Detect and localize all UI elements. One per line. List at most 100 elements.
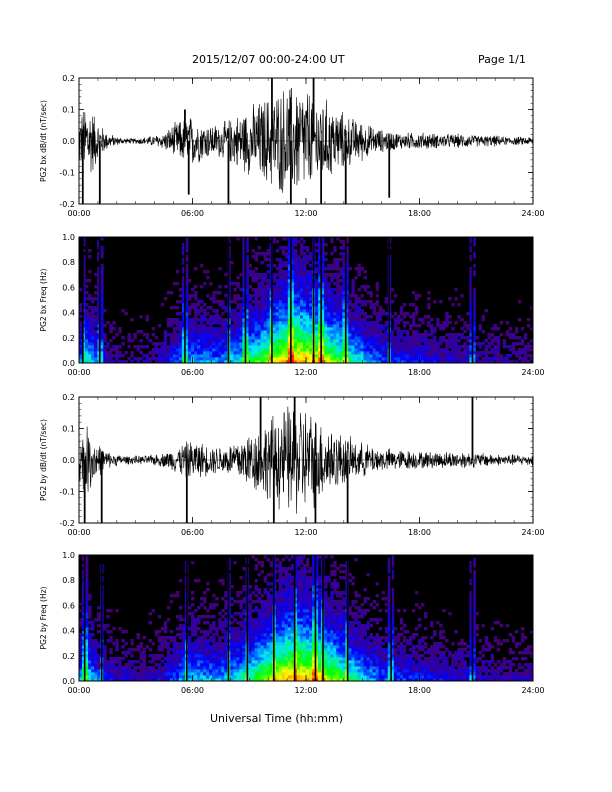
heatmap-cell [233, 642, 237, 646]
heatmap-cell [502, 357, 507, 361]
heatmap-cell [163, 657, 168, 661]
heatmap-cell [284, 324, 289, 328]
heatmap-cell [318, 237, 322, 241]
heatmap-cell [124, 678, 128, 682]
heatmap-cell [257, 624, 261, 628]
heatmap-cell [169, 672, 174, 676]
heatmap-cell [336, 321, 340, 325]
heatmap-cell [236, 591, 240, 595]
heatmap-cell [181, 309, 186, 313]
heatmap-cell [330, 252, 334, 256]
heatmap-cell [260, 321, 265, 325]
heatmap-cell [215, 663, 219, 667]
heatmap-cell [309, 285, 313, 289]
heatmap-cell [224, 672, 228, 676]
heatmap-cell [100, 321, 104, 325]
x-tick-label: 00:00 [67, 209, 90, 218]
heatmap-cell [203, 357, 207, 361]
heatmap-cell [184, 327, 189, 331]
heatmap-cell [481, 351, 485, 355]
heatmap-cell [242, 327, 246, 331]
heatmap-cell [242, 627, 246, 631]
heatmap-cell [284, 288, 289, 292]
heatmap-cell [239, 333, 243, 337]
heatmap-cell [330, 327, 334, 331]
heatmap-cell [160, 360, 165, 364]
heatmap-cell [242, 330, 246, 334]
heatmap-cell [284, 621, 289, 625]
heatmap-cell [91, 660, 95, 664]
heatmap-cell [321, 264, 325, 268]
heatmap-cell [414, 348, 419, 352]
heatmap-cell [366, 360, 370, 364]
heatmap-cell [281, 285, 286, 289]
heatmap-cell [91, 321, 95, 325]
heatmap-cell [82, 303, 86, 307]
heatmap-cell [169, 333, 174, 337]
heatmap-cell [175, 663, 180, 667]
panel-3: -0.2-0.10.00.10.200:00 06:00 12:00 18:00 24:… [39, 393, 545, 537]
heatmap-cell [275, 354, 280, 358]
heatmap-cell [109, 609, 113, 613]
heatmap-cell [430, 324, 434, 328]
heatmap-cell [302, 309, 307, 313]
heatmap-cell [160, 636, 165, 640]
heatmap-cell [348, 360, 352, 364]
heatmap-cell [333, 297, 337, 301]
heatmap-cell [197, 606, 201, 610]
heatmap-cell [236, 285, 240, 289]
heatmap-cell [327, 348, 331, 352]
heatmap-cell [457, 333, 461, 337]
heatmap-cell [248, 678, 252, 682]
heatmap-cell [321, 243, 325, 247]
heatmap-cell [166, 666, 171, 670]
heatmap-cell [284, 318, 289, 322]
heatmap-cell [275, 624, 280, 628]
heatmap-cell [175, 333, 180, 337]
heatmap-cell [278, 645, 283, 649]
heatmap-cell [239, 606, 243, 610]
heatmap-cell [187, 648, 192, 652]
heatmap-cell [79, 327, 83, 331]
heatmap-cell [275, 291, 280, 295]
heatmap-cell [315, 330, 319, 334]
heatmap-cell [203, 327, 207, 331]
heatmap-cell [315, 354, 319, 358]
heatmap-cell [127, 345, 131, 349]
heatmap-cell [318, 315, 322, 319]
heatmap-cell [351, 330, 355, 334]
heatmap-cell [187, 312, 192, 316]
heatmap-cell [469, 300, 473, 304]
heatmap-cell [194, 357, 198, 361]
heatmap-cell [175, 270, 180, 274]
heatmap-cell [439, 339, 443, 343]
heatmap-cell [160, 648, 165, 652]
heatmap-cell [454, 336, 458, 340]
heatmap-cell [194, 360, 198, 364]
heatmap-cell [85, 345, 89, 349]
heatmap-cell [139, 675, 143, 679]
heatmap-cell [321, 345, 325, 349]
heatmap-cell [94, 642, 98, 646]
heatmap-cell [91, 315, 95, 319]
heatmap-cell [272, 285, 277, 289]
heatmap-cell [442, 327, 446, 331]
heatmap-cell [206, 642, 210, 646]
heatmap-cell [466, 348, 470, 352]
heatmap-cell [190, 333, 195, 337]
heatmap-cell [257, 252, 261, 256]
heatmap-cell [266, 294, 271, 298]
heatmap-cell [82, 591, 86, 595]
heatmap-cell [281, 237, 286, 241]
heatmap-cell [160, 303, 165, 307]
heatmap-cell [100, 348, 104, 352]
heatmap-cell [239, 330, 243, 334]
heatmap-cell [218, 345, 222, 349]
heatmap-cell [287, 567, 292, 571]
heatmap-cell [472, 237, 476, 241]
heatmap-cell [472, 255, 476, 259]
heatmap-cell [321, 360, 325, 364]
heatmap-cell [181, 300, 186, 304]
heatmap-cell [248, 357, 252, 361]
heatmap-cell [103, 360, 107, 364]
